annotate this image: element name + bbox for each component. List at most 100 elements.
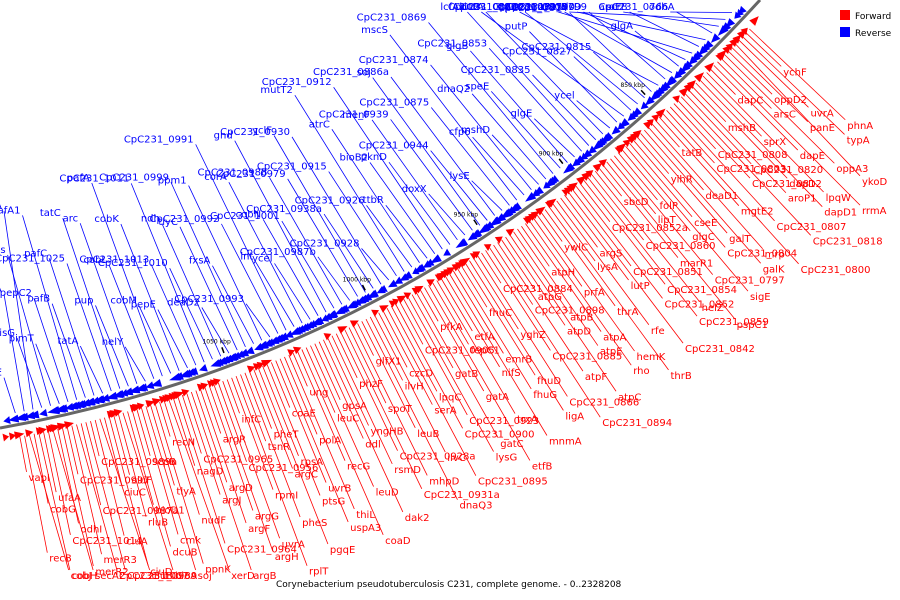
forward-leader-164 [706, 72, 824, 193]
reverse-gene-label: CpC231_0766 [598, 2, 668, 13]
forward-leader-147 [644, 129, 761, 264]
reverse-leader-41 [287, 178, 358, 297]
forward-gene-label: marR1 [680, 259, 713, 270]
forward-gene-label: CpC231_0852a [612, 223, 688, 234]
forward-gene-label: ppnK [205, 565, 231, 576]
reverse-leader-68 [490, 91, 561, 169]
forward-gene-label: cseE [694, 218, 717, 229]
map-caption: Corynebacterium pseudotuberculosis C231,… [276, 580, 622, 590]
reverse-leader-17 [91, 182, 163, 377]
reverse-gene-label: pafA1 [0, 205, 21, 216]
reverse-feature-arrow-20 [57, 404, 69, 413]
forward-gene-label: oppA3 [836, 164, 868, 175]
forward-leader-56 [275, 360, 327, 483]
reverse-leader-72 [467, 11, 590, 146]
reverse-gene-label: CpC231_0991 [124, 134, 194, 145]
forward-gene-label: nagD [197, 467, 224, 478]
reverse-leader-93 [670, 11, 732, 13]
forward-leader-165 [709, 68, 736, 95]
forward-leader-151 [658, 116, 740, 206]
reverse-gene-label: int [240, 251, 253, 262]
genome-backbone [0, 0, 762, 430]
forward-leader-49 [244, 372, 301, 518]
reverse-gene-label: pimT [9, 334, 35, 345]
forward-leader-124 [556, 200, 650, 326]
reverse-leader-92 [569, 11, 726, 20]
forward-leader-101 [465, 262, 536, 376]
reverse-gene-label: CpC231_0992 [150, 214, 220, 225]
reverse-gene-label: lutA [464, 2, 484, 13]
forward-gene-label: gpsA [342, 401, 367, 412]
forward-gene-label: typA [847, 135, 870, 146]
forward-feature-arrow-249 [704, 62, 715, 73]
reverse-feature-arrow-214 [611, 125, 621, 135]
reverse-feature-arrow-244 [683, 60, 693, 70]
ruler-label-1: 1000 kbp [343, 276, 371, 283]
forward-leader-90 [419, 289, 439, 322]
reverse-leader-51 [369, 162, 436, 254]
reverse-feature-arrow-39 [117, 389, 125, 398]
forward-feature-arrow-60 [181, 388, 190, 397]
forward-feature-arrow-142 [426, 279, 435, 287]
reverse-feature-arrow-128 [380, 284, 388, 292]
forward-gene-label: emrB [505, 354, 532, 365]
forward-leader-114 [517, 228, 599, 346]
forward-gene-label: sprX [764, 137, 787, 148]
forward-leader-146 [640, 133, 728, 234]
forward-gene-label: mhpD [429, 476, 459, 487]
reverse-gene-label: CpC231_0814 [498, 3, 568, 14]
forward-gene-label: cobG [50, 505, 76, 516]
reverse-leader-45 [361, 248, 390, 281]
forward-leader-70 [335, 333, 358, 378]
reverse-leader-2 [3, 211, 34, 410]
forward-gene-label: ciuF [132, 476, 153, 487]
reverse-gene-label: alsD [560, 2, 582, 13]
reverse-gene-label: arc [63, 213, 79, 224]
forward-gene-label: dapC [738, 96, 764, 107]
reverse-feature-arrow-228 [645, 96, 655, 106]
reverse-gene-label: ppm1 [158, 176, 187, 187]
reverse-leader-56 [390, 119, 473, 231]
forward-leader-91 [424, 287, 485, 392]
forward-leader-5 [43, 431, 57, 493]
forward-leader-4 [38, 432, 71, 571]
forward-gene-label: fepC1 [471, 345, 500, 356]
forward-leader-27 [145, 406, 197, 571]
forward-gene-label: mshB [728, 123, 756, 134]
reverse-leader-67 [428, 22, 554, 174]
forward-gene-label: coaE [292, 409, 316, 420]
forward-leader-126 [564, 194, 629, 281]
reverse-gene-label: cobM [110, 296, 137, 307]
reverse-feature-arrow-12 [39, 408, 48, 417]
reverse-gene-label: CpC231_1013 [79, 255, 149, 266]
forward-leader-172 [734, 43, 861, 177]
forward-leader-48 [240, 374, 267, 442]
forward-feature-arrow-2 [8, 432, 17, 441]
forward-gene-label: trxA [517, 415, 538, 426]
forward-leader-38 [195, 390, 228, 483]
forward-leader-97 [448, 272, 548, 436]
forward-gene-label: pspC1 [737, 320, 768, 331]
forward-gene-label: ligA [565, 411, 584, 422]
forward-leader-117 [529, 220, 632, 366]
forward-leader-11 [71, 425, 102, 555]
reverse-leader-14 [79, 223, 138, 384]
reverse-gene-label: soj [357, 68, 371, 79]
reverse-gene-label: CpC231_1001 [210, 211, 280, 222]
forward-leader-133 [591, 173, 644, 241]
forward-gene-label: leuD [376, 488, 399, 499]
forward-feature-arrow-57 [173, 391, 185, 400]
forward-gene-label: CpC231_0885 [552, 351, 622, 362]
legend: Forward Reverse [840, 10, 892, 39]
reverse-feature-arrow-115 [342, 304, 350, 312]
forward-leader-89 [415, 292, 499, 439]
forward-gene-label: argC [295, 469, 318, 480]
forward-feature-arrow-134 [403, 292, 412, 300]
reverse-leader-50 [385, 204, 428, 259]
forward-leader-170 [727, 50, 773, 95]
reverse-gene-label: CpC231_0987b [240, 247, 316, 258]
forward-leader-30 [159, 401, 171, 437]
reverse-feature-arrow-157 [460, 238, 469, 246]
forward-leader-144 [632, 139, 726, 248]
forward-leader-160 [691, 86, 727, 123]
